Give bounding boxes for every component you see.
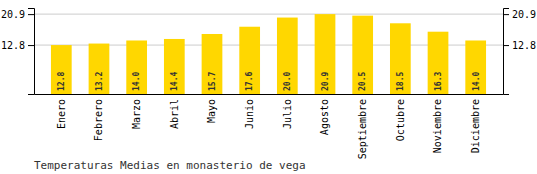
bar <box>51 45 72 94</box>
x-tick: Julio <box>282 94 293 129</box>
y-tick-label: 12.8 <box>1 40 25 51</box>
data-label: 14.0 <box>132 72 141 91</box>
x-tick-label: Diciembre <box>470 99 481 153</box>
data-label: 16.3 <box>434 72 443 91</box>
y-axis-line <box>504 9 510 95</box>
y-axis-left: 12.8 20.9 <box>1 9 35 95</box>
bar <box>352 16 373 94</box>
x-axis-line <box>35 94 504 95</box>
data-label: 14.4 <box>170 72 179 91</box>
bar <box>390 23 411 94</box>
x-tick-label: Enero <box>56 99 67 129</box>
bar <box>202 34 223 94</box>
y-tick-label: 12.8 <box>512 40 536 51</box>
x-tick: Septiembre <box>357 94 368 159</box>
data-label: 20.5 <box>358 72 367 91</box>
plot: 12.8 20.9 12.8 20.9 Enero Febrero Marzo Abril Ma… <box>1 9 536 160</box>
x-tick: Mayo <box>206 94 217 123</box>
y-tick-label: 20.9 <box>512 9 536 20</box>
data-label: 15.7 <box>208 72 217 91</box>
x-tick: Febrero <box>93 94 104 141</box>
y-tick-mark <box>503 45 509 46</box>
x-tick: Junio <box>244 94 255 129</box>
x-tick: Agosto <box>319 94 330 135</box>
y-axis-line <box>28 9 35 95</box>
data-label: 18.5 <box>396 72 405 91</box>
y-tick-mark <box>503 14 509 15</box>
data-label: 13.2 <box>95 72 104 91</box>
x-tick-label: Septiembre <box>357 99 368 159</box>
bar <box>315 14 336 94</box>
y-tick-mark <box>28 45 34 46</box>
y-tick: 20.9 <box>1 9 34 20</box>
x-tick-label: Mayo <box>206 99 217 123</box>
chart: 12.8 20.9 12.8 20.9 Enero Febrero Marzo Abril Ma… <box>0 0 537 174</box>
grid-line <box>34 14 503 15</box>
x-tick-label: Noviembre <box>432 99 443 153</box>
bar <box>277 18 298 94</box>
x-tick-label: Julio <box>282 99 293 129</box>
y-tick-label: 20.9 <box>1 9 25 20</box>
x-tick: Abril <box>169 94 180 129</box>
x-tick-label: Marzo <box>131 99 142 129</box>
x-tick-label: Octubre <box>395 99 406 141</box>
data-label: 14.0 <box>471 72 480 91</box>
data-label: 12.8 <box>57 72 66 91</box>
data-label: 20.9 <box>321 72 330 91</box>
bar <box>428 32 449 94</box>
x-tick: Enero <box>56 94 67 129</box>
y-tick: 20.9 <box>503 9 536 20</box>
x-tick: Noviembre <box>432 94 443 153</box>
data-label: 17.6 <box>245 72 254 91</box>
x-tick: Diciembre <box>470 94 481 153</box>
x-tick-label: Febrero <box>93 99 104 141</box>
y-axis-right: 12.8 20.9 <box>503 9 536 95</box>
bar <box>239 27 260 94</box>
bars <box>51 14 486 94</box>
data-label: 20.0 <box>283 72 292 91</box>
data-labels: 12.8 13.2 14.0 14.4 15.7 17.6 20.0 20.9 20.5 18.5… <box>57 72 480 91</box>
y-tick-mark <box>28 14 34 15</box>
x-tick-label: Abril <box>169 99 180 129</box>
x-tick-label: Agosto <box>319 99 330 135</box>
y-tick: 12.8 <box>503 40 536 51</box>
bar <box>126 40 147 94</box>
title: Temperaturas Medias en monasterio de veg… <box>34 159 306 172</box>
y-tick: 12.8 <box>1 40 34 51</box>
x-axis: Enero Febrero Marzo Abril Mayo Junio Julio Agos… <box>35 94 504 159</box>
x-tick-label: Junio <box>244 99 255 129</box>
bar <box>164 39 185 94</box>
x-tick: Marzo <box>131 94 142 129</box>
bar <box>89 44 110 94</box>
bar <box>465 40 486 94</box>
chart-container: 12.8 20.9 12.8 20.9 Enero Febrero Marzo Abril Ma… <box>0 0 537 174</box>
x-tick: Octubre <box>395 94 406 141</box>
